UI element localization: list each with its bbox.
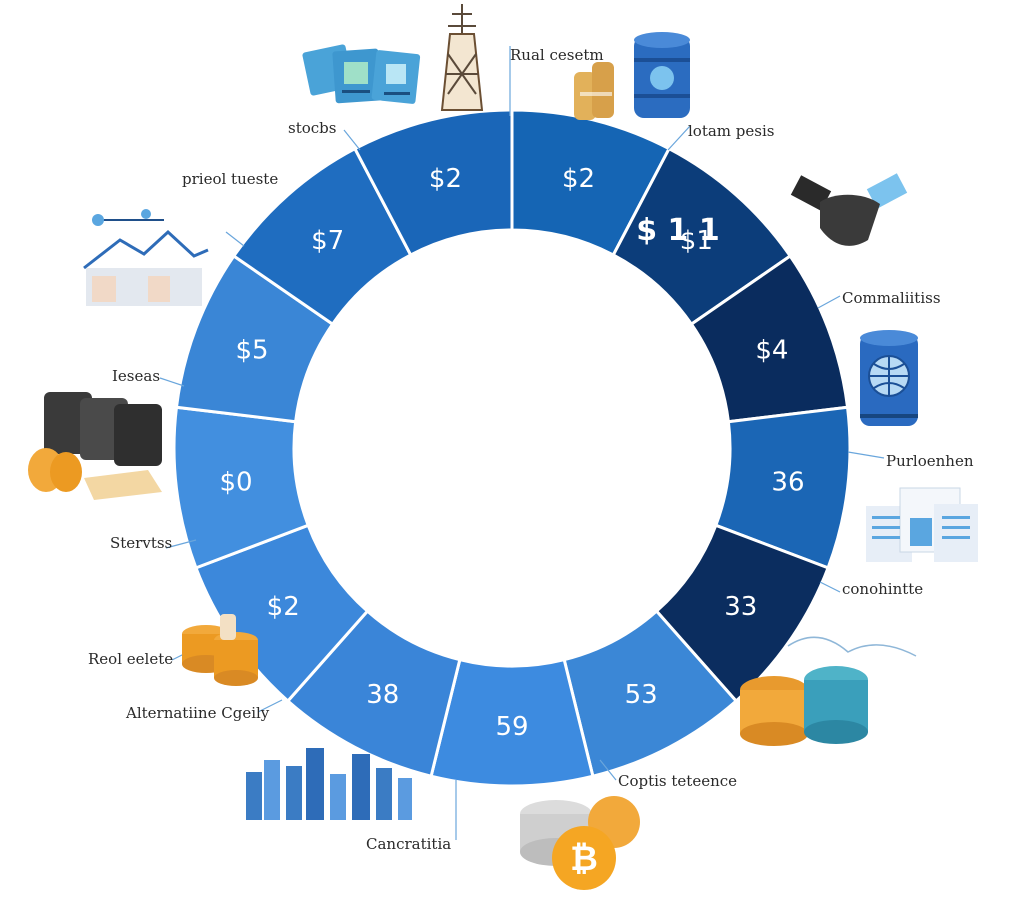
handshake-icon bbox=[790, 173, 908, 246]
segment-value-label: $7 bbox=[311, 226, 344, 256]
connector-line bbox=[159, 377, 185, 387]
category-label: Purloenhen bbox=[886, 452, 974, 470]
segment-value-label: $2 bbox=[562, 164, 595, 194]
segment-value-label: $4 bbox=[755, 335, 788, 365]
category-label: prieol tueste bbox=[182, 170, 278, 188]
gold-bars-icon bbox=[574, 62, 614, 120]
tower-icon bbox=[440, 4, 484, 111]
category-label: stocbs bbox=[288, 119, 336, 137]
category-label: Rual cesetm bbox=[510, 46, 604, 64]
connector-line bbox=[819, 581, 841, 593]
category-label: Ieseas bbox=[112, 367, 160, 385]
gold-coins-icon bbox=[182, 614, 258, 686]
donut-segments: $2 $1 $4 36 33 53 59 38 $2 $0 $5 $7 $2 bbox=[172, 108, 852, 788]
bitcoin-icon: ₿ bbox=[520, 796, 640, 890]
segment-value-label: $2 bbox=[267, 592, 300, 622]
segment-value-label: $5 bbox=[236, 335, 269, 365]
segment-value-label: $0 bbox=[219, 468, 252, 498]
segment-value-label: 53 bbox=[625, 680, 658, 710]
barrel-icon bbox=[634, 32, 690, 118]
connector-line bbox=[847, 451, 885, 459]
segment-value-label: 33 bbox=[724, 592, 757, 622]
segment-value-label: 38 bbox=[366, 680, 399, 710]
segment-value-label: $1 bbox=[680, 226, 713, 256]
connector-line bbox=[667, 125, 691, 151]
svg-text:₿: ₿ bbox=[570, 839, 598, 879]
category-label: Coptis teteence bbox=[618, 772, 737, 790]
connector-line bbox=[599, 759, 617, 781]
connector-line bbox=[225, 231, 245, 247]
segment-value-label: $2 bbox=[429, 164, 462, 194]
category-label: Alternatiine Cgeily bbox=[125, 704, 270, 722]
connector-line bbox=[257, 699, 283, 713]
segment-value-label: 36 bbox=[771, 468, 804, 498]
connector-line bbox=[817, 295, 841, 309]
documents-icon bbox=[302, 44, 421, 104]
connector-line bbox=[343, 129, 361, 151]
category-label: Commaliitiss bbox=[842, 289, 941, 307]
coin-stacks-icon bbox=[740, 636, 917, 746]
category-label: Reol eelete bbox=[88, 650, 173, 668]
category-label: Stervtss bbox=[110, 534, 172, 552]
segment-value-label: 59 bbox=[495, 712, 528, 742]
finance-report-icon bbox=[866, 487, 978, 562]
connector-line bbox=[165, 539, 197, 549]
oil-drums-icon bbox=[28, 392, 162, 500]
category-label: conohintte bbox=[842, 580, 923, 598]
label-connectors bbox=[159, 46, 885, 840]
bar-stacks-icon bbox=[246, 748, 412, 820]
donut-segment bbox=[352, 108, 514, 257]
building-icon bbox=[83, 209, 209, 306]
globe-barrel-icon bbox=[860, 330, 918, 426]
category-label: Cancratitia bbox=[366, 835, 451, 853]
category-label: lotam pesis bbox=[688, 122, 774, 140]
stray-text: $ 1 1 bbox=[636, 213, 720, 248]
